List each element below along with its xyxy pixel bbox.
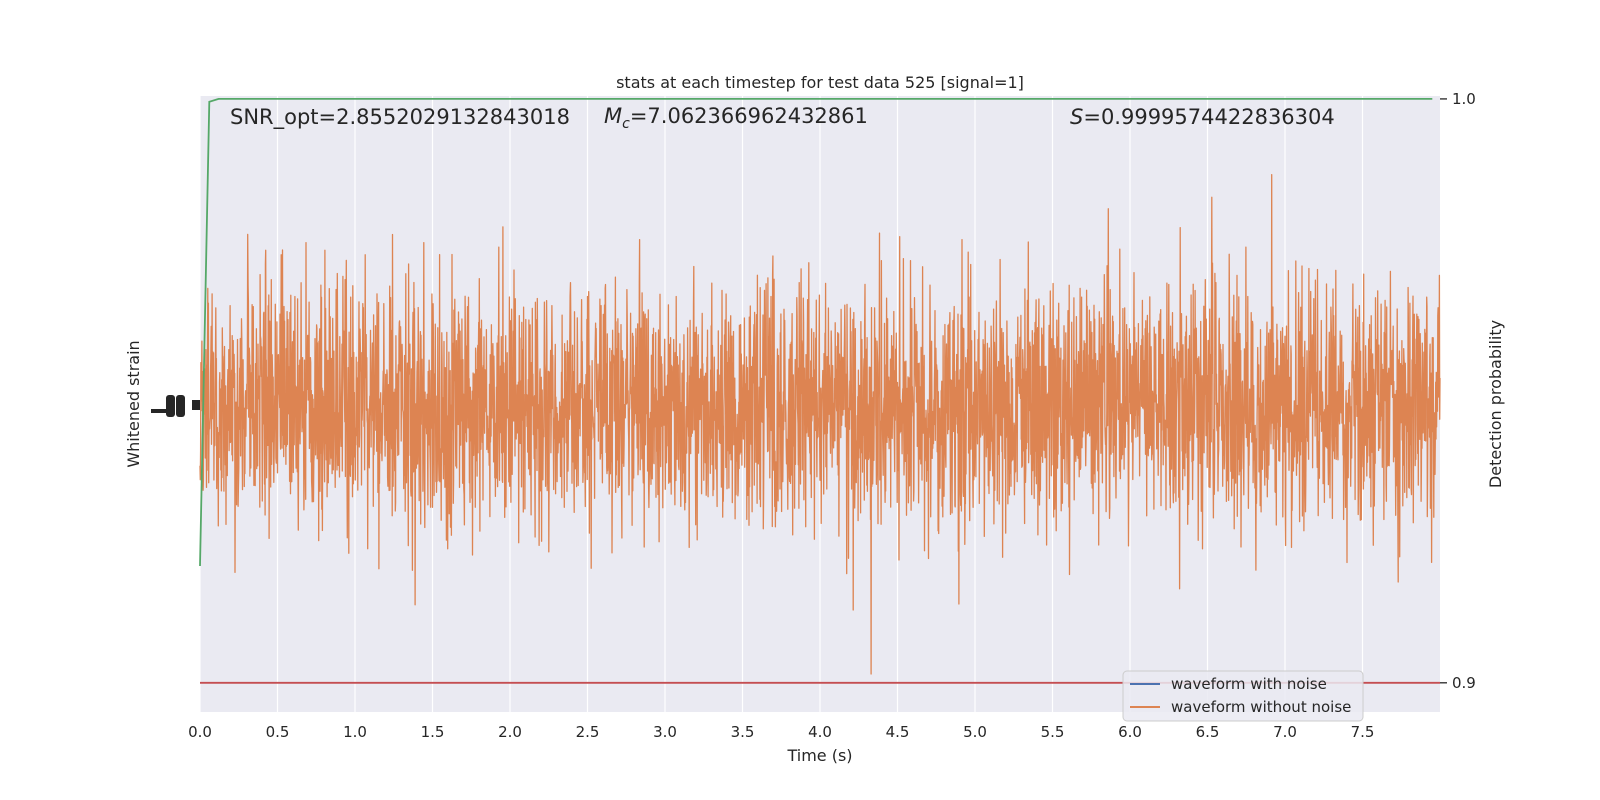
x-tick-label: 0.5 <box>266 723 290 741</box>
x-tick-label: 1.5 <box>421 723 445 741</box>
x-tick-label: 1.0 <box>343 723 367 741</box>
x-tick-label: 3.0 <box>653 723 677 741</box>
x-tick-labels: 0.0 0.5 1.0 1.5 2.0 2.5 3.0 3.5 4.0 4.5 5.0 5.5 6.0 6… <box>188 723 1374 741</box>
x-tick-label: 6.5 <box>1196 723 1220 741</box>
legend-label-without-noise: waveform without noise <box>1171 698 1351 716</box>
legend-label-with-noise: waveform with noise <box>1171 675 1327 693</box>
y-axis-left-label: Whitened strain <box>124 340 143 467</box>
x-tick-label: 4.5 <box>886 723 910 741</box>
annotation-snr: SNR_opt=2.8552029132843018 <box>230 105 570 130</box>
x-tick-label: 6.0 <box>1118 723 1142 741</box>
y-right-tick-label: 1.0 <box>1452 90 1476 108</box>
x-tick-label: 7.5 <box>1351 723 1375 741</box>
x-axis-label: Time (s) <box>786 746 852 765</box>
x-tick-label: 5.5 <box>1041 723 1065 741</box>
x-tick-label: 5.0 <box>963 723 987 741</box>
y-axis-right-label: Detection probability <box>1486 320 1505 488</box>
legend-box <box>1122 670 1364 722</box>
detection-probability-line <box>199 98 1433 567</box>
x-tick-label: 0.0 <box>188 723 212 741</box>
left-axis-clutter <box>151 395 200 417</box>
annotation-mc: Mc=7.062366962432861 <box>604 104 868 132</box>
legend: waveform with noise waveform without noi… <box>1122 670 1364 722</box>
annotation-s: S=0.9999574422836304 <box>1070 105 1335 129</box>
series-waveform-without-noise <box>199 173 1441 675</box>
x-tick-label: 2.0 <box>498 723 522 741</box>
x-tick-label: 4.0 <box>808 723 832 741</box>
chart-title: stats at each timestep for test data 525… <box>616 73 1024 92</box>
y-right-tick-label: 0.9 <box>1452 674 1476 692</box>
x-tick-label: 2.5 <box>576 723 600 741</box>
waveform-without-noise-line <box>199 173 1441 675</box>
x-tick-label: 7.0 <box>1273 723 1297 741</box>
y-right-ticks: 1.0 0.9 <box>1440 90 1476 692</box>
x-tick-label: 3.5 <box>731 723 755 741</box>
